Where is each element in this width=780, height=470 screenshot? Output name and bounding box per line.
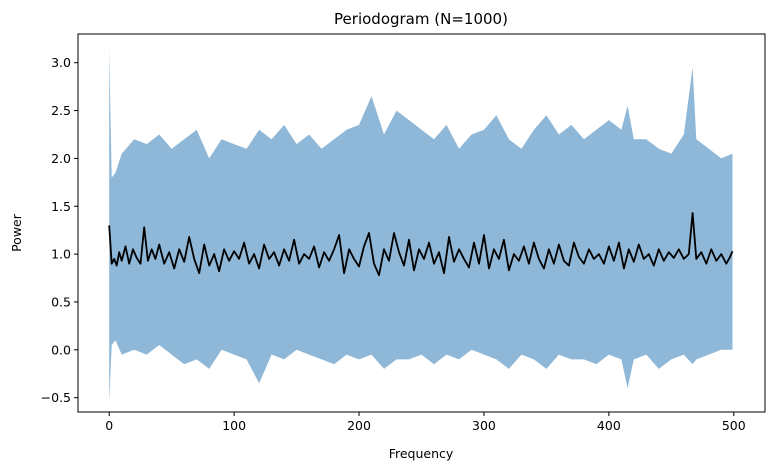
y-tick-label: 0.5 xyxy=(51,294,71,309)
y-tick-label: 2.0 xyxy=(51,151,71,166)
y-tick-label: 1.5 xyxy=(51,199,71,214)
confidence-band xyxy=(109,48,733,403)
chart-title: Periodogram (N=1000) xyxy=(334,10,508,28)
y-tick-label: 3.0 xyxy=(51,55,71,70)
x-axis: 0 100 200 300 400 500 xyxy=(105,412,746,433)
x-tick-label: 400 xyxy=(597,418,621,433)
y-tick-label: −0.5 xyxy=(41,390,71,405)
power-line xyxy=(108,212,734,277)
x-axis-label: Frequency xyxy=(389,446,454,461)
x-tick-label: 200 xyxy=(347,418,371,433)
x-tick-label: 0 xyxy=(105,418,113,433)
y-tick-label: 0.0 xyxy=(51,342,71,357)
x-tick-label: 300 xyxy=(472,418,496,433)
y-axis: −0.5 0.0 0.5 1.0 1.5 2.0 2.5 3.0 xyxy=(41,55,78,405)
y-tick-label: 1.0 xyxy=(51,247,71,262)
x-tick-label: 100 xyxy=(222,418,246,433)
x-tick-label: 500 xyxy=(722,418,746,433)
y-tick-label: 2.5 xyxy=(51,103,71,118)
y-axis-label: Power xyxy=(9,213,24,252)
plot-area xyxy=(108,48,734,403)
plot-frame xyxy=(77,33,766,413)
